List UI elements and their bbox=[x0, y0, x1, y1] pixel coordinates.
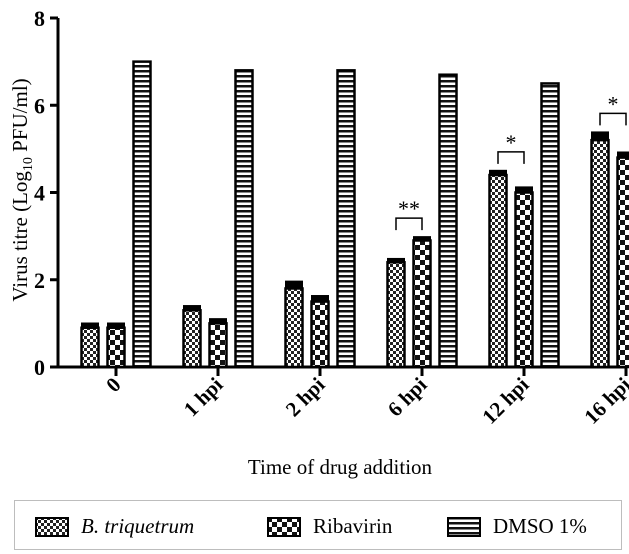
significance-bracket bbox=[599, 112, 627, 126]
error-bar bbox=[107, 322, 125, 328]
significance-marks: **** bbox=[395, 91, 627, 231]
error-bar bbox=[285, 280, 303, 289]
x-tick-label: 2 hpi bbox=[281, 372, 330, 421]
significance-label: ** bbox=[398, 196, 420, 221]
y-axis-title: Virus titre (Log10 PFU/ml) bbox=[8, 78, 36, 301]
legend-label-ribavirin: Ribavirin bbox=[313, 514, 393, 538]
bar bbox=[208, 322, 228, 369]
y-tick-label: 0 bbox=[34, 355, 45, 380]
y-axis-title-rest: PFU/ml) bbox=[8, 78, 32, 157]
legend: B. triquetrum Ribavirin DMSO 1% bbox=[14, 500, 622, 550]
y-axis-title-subscript: 10 bbox=[21, 157, 36, 171]
error-bar bbox=[183, 305, 201, 311]
bars bbox=[80, 60, 629, 369]
y-tick-label: 2 bbox=[34, 268, 45, 293]
legend-swatch-graphic bbox=[267, 516, 301, 537]
significance-bracket bbox=[395, 217, 423, 231]
bar bbox=[590, 138, 610, 369]
legend-swatch-dmso bbox=[447, 516, 481, 537]
error-bar bbox=[413, 236, 431, 241]
legend-label-dmso: DMSO 1% bbox=[493, 514, 587, 538]
x-tick-label: 12 hpi bbox=[477, 372, 533, 428]
bar bbox=[80, 326, 100, 369]
bar bbox=[336, 69, 356, 369]
bar bbox=[540, 82, 560, 369]
y-ticks: 0 2 4 6 8 bbox=[34, 6, 58, 380]
error-bar bbox=[489, 169, 507, 176]
x-tick-label: 16 hpi bbox=[579, 372, 629, 428]
legend-swatch-b-triquetrum bbox=[35, 516, 69, 537]
error-bar bbox=[209, 318, 227, 324]
error-bar bbox=[617, 151, 629, 158]
bar bbox=[616, 156, 629, 369]
error-bar bbox=[311, 295, 329, 302]
bar bbox=[310, 300, 330, 369]
legend-item-dmso: DMSO 1% bbox=[447, 514, 587, 539]
bar bbox=[106, 326, 126, 369]
y-axis-title-main: Virus titre (Log bbox=[8, 171, 32, 302]
bar bbox=[132, 60, 152, 369]
y-tick-label: 8 bbox=[34, 6, 45, 31]
legend-swatch-ribavirin bbox=[267, 516, 301, 537]
bar bbox=[488, 173, 508, 369]
x-tick-label: 1 hpi bbox=[179, 372, 228, 421]
legend-swatch-graphic bbox=[35, 516, 69, 537]
bar bbox=[412, 239, 432, 369]
error-bar bbox=[515, 186, 533, 193]
significance-label: * bbox=[506, 130, 517, 155]
error-bar bbox=[81, 322, 99, 328]
x-tick-label: 6 hpi bbox=[383, 372, 432, 421]
bar bbox=[438, 73, 458, 369]
bar bbox=[234, 69, 254, 369]
legend-label-b-triquetrum: B. triquetrum bbox=[81, 514, 195, 538]
x-ticks: 0 1 hpi 2 hpi 6 hpi 12 hpi 16 hpi bbox=[101, 367, 629, 429]
error-bar bbox=[591, 131, 609, 141]
x-axis-title: Time of drug addition bbox=[248, 455, 433, 479]
legend-item-ribavirin: Ribavirin bbox=[267, 514, 392, 539]
significance-label: * bbox=[608, 91, 619, 116]
bar bbox=[386, 261, 406, 369]
y-tick-label: 6 bbox=[34, 93, 45, 118]
error-bar bbox=[387, 257, 405, 263]
bar bbox=[514, 191, 534, 369]
bar bbox=[182, 309, 202, 369]
x-tick-label: 0 bbox=[101, 373, 125, 397]
legend-item-b-triquetrum: B. triquetrum bbox=[35, 514, 194, 539]
legend-swatch-graphic bbox=[447, 516, 481, 537]
significance-bracket bbox=[497, 151, 525, 164]
y-tick-label: 4 bbox=[34, 181, 45, 206]
bar bbox=[284, 287, 304, 369]
